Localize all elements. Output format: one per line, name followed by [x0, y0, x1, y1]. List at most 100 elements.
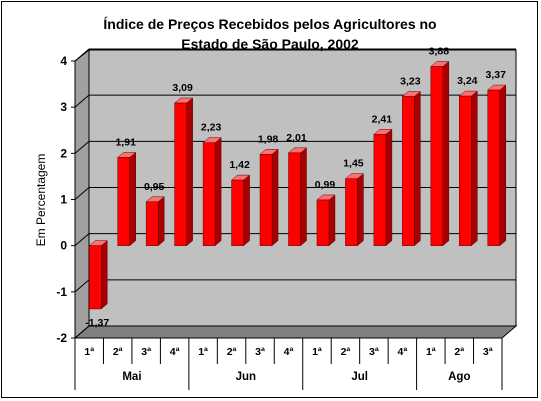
- data-label: 3,37: [486, 69, 507, 81]
- floor: [73, 325, 518, 339]
- category-label: 1ª: [84, 346, 94, 358]
- bar-side: [357, 173, 364, 247]
- bar: [373, 128, 393, 247]
- bar-front: [145, 201, 159, 246]
- category-label: 1ª: [426, 346, 436, 358]
- bar-front: [231, 179, 244, 246]
- category-label: 2ª: [113, 346, 123, 358]
- bar: [145, 196, 165, 247]
- gridlines: [74, 48, 516, 339]
- bar-front: [487, 89, 501, 246]
- chart-title-line-2: Estado de São Paulo, 2002: [181, 36, 359, 52]
- category-label: 4ª: [284, 346, 294, 358]
- category-label: 3ª: [141, 346, 151, 358]
- y-tick-labels: 4 3 2 1 0 -1 -2: [56, 54, 67, 345]
- bar-side: [271, 148, 279, 247]
- bar-side: [157, 196, 165, 247]
- bar-front: [288, 152, 301, 246]
- category-axis: 1ª 2ª 3ª 4ª 1ª 2ª 3ª 4ª 1ª 2ª 3ª 4ª 1ª 2ª 3ª Mai Jun Jul A…: [74, 337, 503, 390]
- bar-side: [328, 194, 336, 247]
- axes: [71, 60, 76, 339]
- data-label: 1,45: [343, 158, 364, 170]
- bar: [202, 137, 222, 247]
- data-label: 2,23: [201, 122, 222, 134]
- bar-front: [259, 154, 273, 246]
- data-label: 2,01: [286, 132, 307, 144]
- y-tick-label: -2: [56, 331, 67, 345]
- bar-front: [345, 178, 358, 246]
- bar-front: [174, 102, 187, 246]
- bar: [487, 84, 507, 247]
- y-tick-label: 4: [60, 54, 67, 68]
- y-tick-label: 0: [60, 239, 67, 253]
- y-tick-label: -1: [56, 285, 67, 299]
- data-label: 1,91: [115, 136, 136, 148]
- bar-side: [100, 240, 108, 310]
- bar: [344, 173, 365, 247]
- bar-front: [117, 157, 130, 246]
- data-label: 2,41: [372, 113, 393, 125]
- data-label: 3,24: [457, 75, 478, 87]
- bar: [316, 194, 336, 247]
- bar: [287, 147, 308, 247]
- bar-side: [186, 97, 193, 247]
- bar: [173, 97, 194, 247]
- bar-front: [430, 66, 444, 246]
- bar-side: [414, 91, 421, 247]
- bar-front: [402, 96, 415, 246]
- bar-side: [471, 90, 478, 247]
- bar-front: [373, 134, 387, 246]
- data-label: 1,98: [258, 133, 279, 145]
- y-axis-label: Em Percentagem: [34, 154, 48, 247]
- data-label: 0,95: [144, 181, 165, 193]
- bar: [230, 174, 251, 247]
- category-label: 2ª: [227, 346, 237, 358]
- group-label: Jun: [236, 371, 256, 383]
- category-label: 1ª: [198, 346, 208, 358]
- chart-title-line-1: Índice de Preços Recebidos pelos Agricul…: [103, 16, 436, 32]
- data-label: -1,37: [85, 317, 109, 329]
- bar: [430, 61, 450, 247]
- category-label: 4ª: [170, 346, 180, 358]
- bar-side: [385, 128, 393, 247]
- gridline: [74, 94, 516, 108]
- y-tick-label: 3: [60, 100, 67, 114]
- data-label: 3,23: [400, 76, 421, 88]
- category-label: 3ª: [483, 346, 493, 358]
- data-label: 3,88: [429, 46, 450, 58]
- bar-side: [243, 174, 250, 247]
- bar-front: [316, 199, 330, 246]
- data-label: 0,99: [315, 179, 336, 191]
- bar-front: [202, 142, 216, 246]
- bar: [88, 240, 108, 310]
- category-label: 2ª: [341, 346, 351, 358]
- group-label: Ago: [448, 371, 470, 383]
- data-labels: -1,37 1,91 0,95 3,09 2,23 1,42 1,98 2,01 0,99 1,4…: [85, 46, 506, 329]
- category-label: 2ª: [454, 346, 464, 358]
- bar-side: [442, 61, 450, 247]
- bar-front: [459, 95, 472, 246]
- category-label: 3ª: [255, 346, 265, 358]
- gridline: [74, 325, 516, 339]
- bar-side: [214, 137, 222, 247]
- bar: [401, 91, 422, 247]
- bar-side: [300, 147, 307, 247]
- category-label: 3ª: [369, 346, 379, 358]
- group-label: Jul: [351, 371, 368, 383]
- bar-side: [129, 151, 136, 247]
- bars: [88, 61, 507, 310]
- bar: [259, 148, 279, 247]
- data-label: 1,42: [229, 159, 250, 171]
- data-label: 3,09: [172, 82, 193, 94]
- bar: [458, 90, 478, 247]
- bar: [117, 151, 137, 247]
- category-label: 1ª: [312, 346, 322, 358]
- y-tick-label: 2: [60, 146, 67, 160]
- gridline: [74, 48, 516, 62]
- bar-side: [499, 84, 507, 247]
- group-label: Mai: [122, 371, 141, 383]
- category-label: 4ª: [397, 346, 407, 358]
- bar-front: [88, 245, 102, 310]
- y-tick-label: 1: [60, 193, 67, 207]
